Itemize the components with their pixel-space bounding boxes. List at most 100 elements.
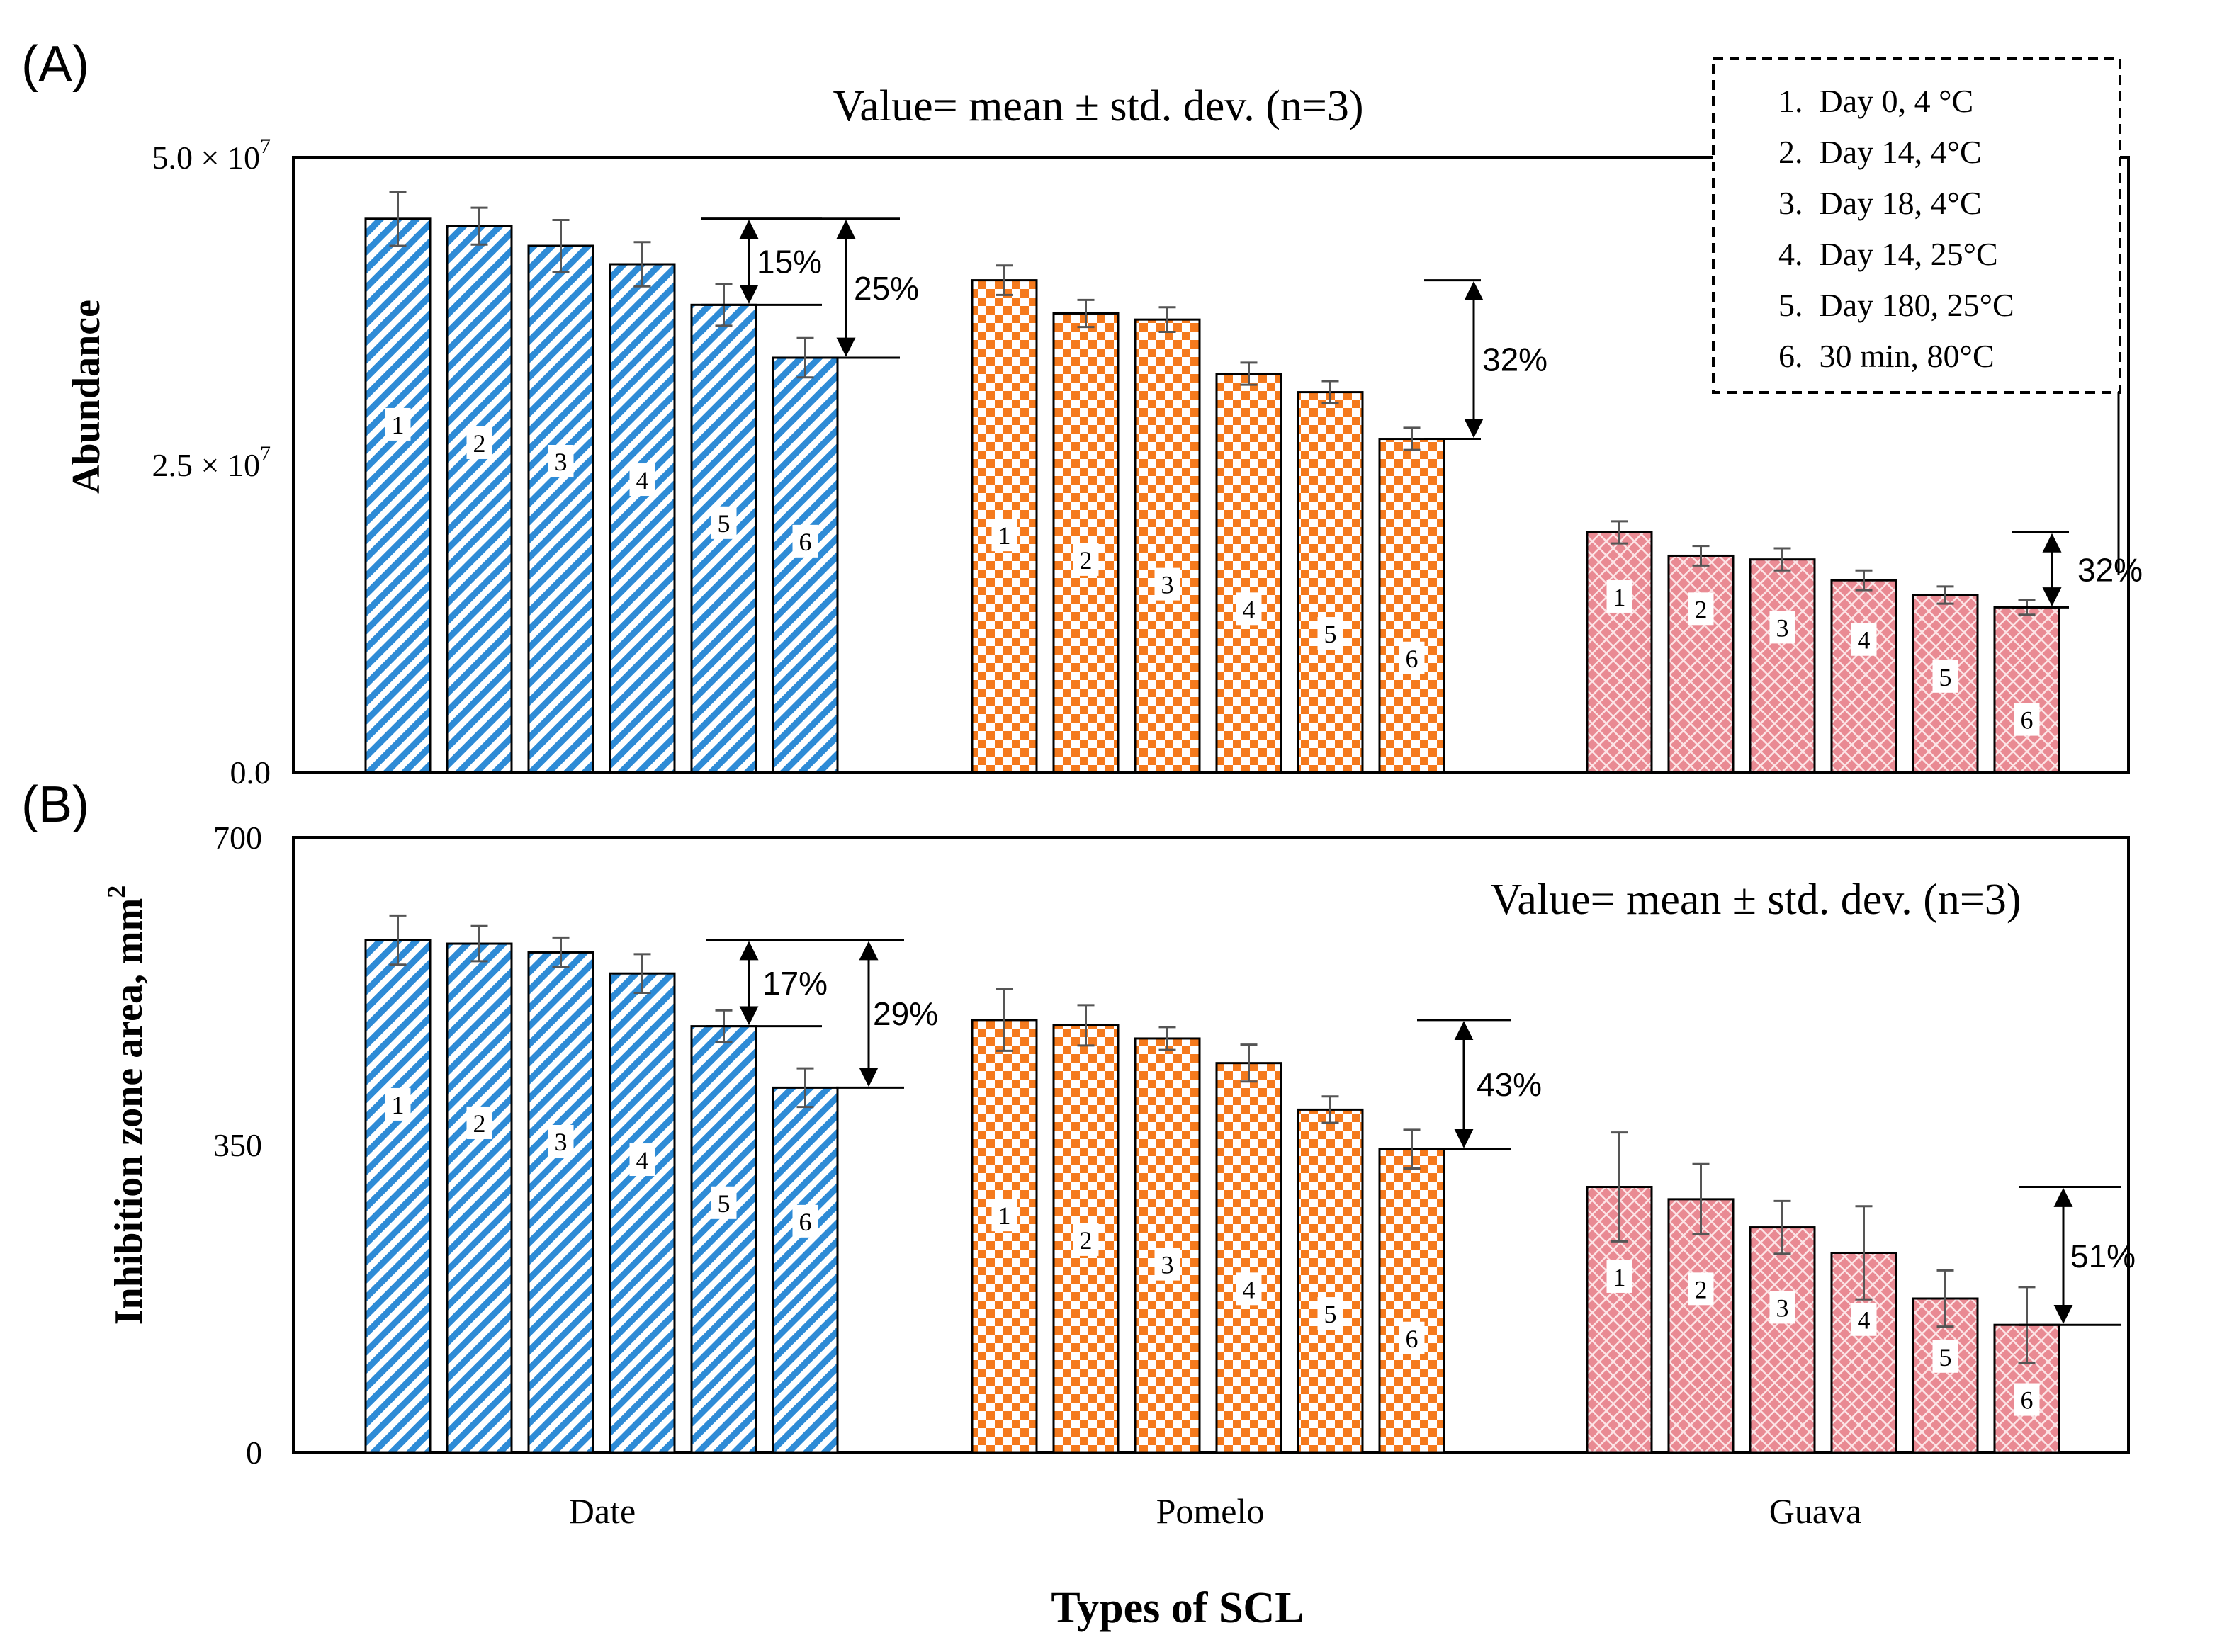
bar-number-tag-pomelo-1: 1 [991, 1199, 1017, 1232]
bar-number-bg [629, 1143, 655, 1177]
bar-date-5 [690, 1025, 757, 1454]
bar-number-tag-guava-3: 3 [1769, 611, 1795, 644]
panel-b-subtitle: Value= mean ± std. dev. (n=3) [1490, 876, 2021, 924]
bar-number-label: 1 [1613, 583, 1626, 611]
annotation-label: 15% [757, 244, 822, 281]
bar-number-tag-pomelo-3: 3 [1154, 567, 1180, 601]
bar-number-tag-guava-2: 2 [1688, 592, 1714, 626]
bar-number-tag-pomelo-6: 6 [1399, 641, 1425, 674]
bar-number-label: 4 [1243, 1275, 1256, 1303]
bar-number-tag-date-3: 3 [548, 445, 574, 477]
annotation-guava-51pct: 51% [2019, 1186, 2136, 1326]
bar-number-label: 4 [636, 466, 649, 494]
bar-number-label: 3 [1776, 613, 1789, 642]
bar-number-label: 5 [1324, 1300, 1337, 1328]
bar-number-label: 3 [1161, 571, 1174, 599]
bar-number-label: 6 [2021, 706, 2034, 735]
panel-a-plot-frame [292, 156, 2130, 774]
bar-date-2 [446, 225, 513, 774]
bar-number-label: 4 [1858, 626, 1871, 655]
bar-number-bg [1688, 592, 1714, 626]
bar-number-label: 6 [1406, 645, 1419, 673]
bar-number-tag-date-1: 1 [385, 1087, 411, 1121]
annotation-date-25pct: 25% [701, 217, 919, 359]
bar-number-bg [385, 407, 411, 441]
panel-a: (A) Value= mean ± std. dev. (n=3) Abunda… [21, 36, 2143, 791]
bar-date-1 [364, 217, 432, 774]
bar-number-label: 2 [1080, 546, 1093, 575]
panel-a-label: (A) [21, 36, 89, 93]
bar-number-bg [1317, 1297, 1343, 1330]
bar-number-bg [1851, 1303, 1877, 1336]
bar-date-3 [527, 951, 594, 1454]
bar-number-tag-guava-2: 2 [1688, 1272, 1714, 1306]
bar-date-6 [772, 356, 839, 774]
bar-number-bg [1154, 567, 1180, 601]
bar-pomelo-4 [1215, 373, 1282, 774]
panel-a-y-axis-label: Abundance [64, 300, 108, 494]
bar-number-bg [1769, 1291, 1795, 1324]
bar-number-tag-guava-5: 5 [1932, 1340, 1958, 1373]
bar-number-tag-date-6: 6 [792, 1204, 818, 1238]
bar-number-bg [991, 519, 1017, 552]
bar-guava-4 [1830, 579, 1897, 774]
legend-item-3: 3. Day 18, 4°C [1778, 185, 1982, 221]
bar-pomelo-2 [1052, 312, 1120, 774]
bar-number-label: 3 [555, 1128, 568, 1156]
bar-number-bg [385, 1087, 411, 1121]
bar-group-guava: 1 2 3 4 5 6 [1586, 1131, 2060, 1454]
bar-number-label: 3 [1161, 1251, 1174, 1279]
bar-number-tag-guava-6: 6 [2014, 703, 2040, 736]
panel-a-y-ticks: 0.0 2.5 × 107 5.0 × 107 [152, 135, 271, 791]
annotation-label: 43% [1477, 1066, 1542, 1103]
bar-number-tag-date-5: 5 [711, 506, 737, 539]
bar-date-6 [772, 1086, 839, 1454]
bar-number-label: 1 [1613, 1263, 1626, 1291]
bar-number-tag-pomelo-5: 5 [1317, 1297, 1343, 1330]
bar-number-bg [629, 463, 655, 497]
bar-number-tag-date-1: 1 [385, 407, 411, 441]
bar-number-tag-date-2: 2 [466, 426, 492, 459]
bar-number-label: 1 [998, 1201, 1011, 1230]
x-category-label-pomelo: Pomelo [1156, 1491, 1265, 1531]
bar-pomelo-3 [1134, 318, 1201, 774]
bar-group-date: 1 2 3 4 5 6 [364, 191, 839, 774]
bar-pomelo-4 [1215, 1062, 1282, 1454]
panel-b-bars: 1 2 3 4 5 6 1 2 3 4 5 6 1 2 3 4 5 6 17% 29% 43% 51% [364, 914, 2136, 1454]
bar-number-label: 5 [718, 509, 731, 538]
bar-number-bg [1769, 611, 1795, 644]
bar-number-bg [1073, 543, 1099, 576]
bar-date-2 [446, 942, 513, 1454]
bar-number-tag-guava-1: 1 [1606, 579, 1632, 613]
bar-number-tag-guava-4: 4 [1851, 1303, 1877, 1336]
panel-b-ytick-label-0: 0 [246, 1435, 262, 1471]
bar-number-label: 6 [2021, 1386, 2034, 1415]
bar-number-label: 2 [1695, 1275, 1708, 1303]
bar-number-bg [1236, 1272, 1262, 1306]
bar-guava-3 [1749, 558, 1816, 774]
bar-number-tag-date-3: 3 [548, 1125, 574, 1158]
bar-pomelo-5 [1297, 1108, 1364, 1454]
bar-guava-2 [1667, 1198, 1735, 1454]
panel-b-y-ticks: 0 350 700 [213, 820, 262, 1471]
bar-guava-6 [1993, 606, 2060, 774]
bar-number-tag-date-5: 5 [711, 1186, 737, 1219]
bar-number-label: 5 [1939, 663, 1952, 691]
bar-number-label: 2 [1080, 1226, 1093, 1255]
bar-number-bg [1236, 592, 1262, 626]
bar-number-label: 3 [1776, 1294, 1789, 1322]
bar-number-label: 2 [473, 1109, 486, 1138]
legend-item-5: 5. Day 180, 25°C [1778, 287, 2014, 323]
annotation-guava-32pct: 32% [2012, 531, 2143, 609]
bar-number-tag-pomelo-3: 3 [1154, 1248, 1180, 1281]
bar-pomelo-1 [971, 1019, 1038, 1454]
legend-item-6: 6. 30 min, 80°C [1778, 338, 1995, 374]
bar-group-pomelo: 1 2 3 4 5 6 [971, 988, 1445, 1454]
bar-number-bg [2014, 1383, 2040, 1416]
bar-number-label: 2 [1695, 595, 1708, 623]
bar-number-bg [1932, 1340, 1958, 1373]
annotation-label: 25% [854, 270, 919, 307]
bar-number-bg [1688, 1272, 1714, 1306]
bar-number-tag-guava-5: 5 [1932, 660, 1958, 693]
annotation-date-15pct: 15% [701, 217, 822, 306]
